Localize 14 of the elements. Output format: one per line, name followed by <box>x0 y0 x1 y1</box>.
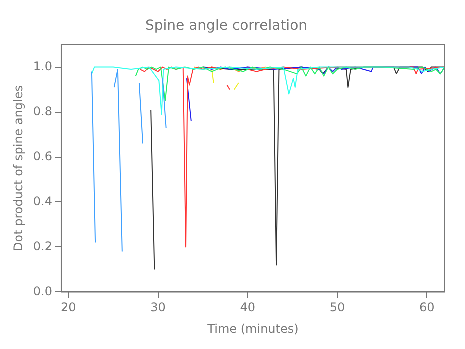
chart-title: Spine angle correlation <box>145 18 308 34</box>
y-tick-label: 0.2 <box>33 239 52 254</box>
x-tick-label: 60 <box>419 300 435 315</box>
x-tick-label: 40 <box>240 300 256 315</box>
x-tick-label: 50 <box>330 300 346 315</box>
y-tick-label: 0.4 <box>33 194 52 208</box>
y-tick-label: 0.8 <box>33 104 52 118</box>
x-tick-label: 30 <box>150 300 166 315</box>
y-tick-label: 0.6 <box>33 149 52 164</box>
y-tick-label: 0.0 <box>33 284 52 298</box>
y-axis-title: Dot product of spine angles <box>11 85 26 252</box>
y-tick-label: 1.0 <box>33 59 52 74</box>
x-axis-title: Time (minutes) <box>206 322 299 336</box>
x-tick-label: 20 <box>61 300 76 315</box>
